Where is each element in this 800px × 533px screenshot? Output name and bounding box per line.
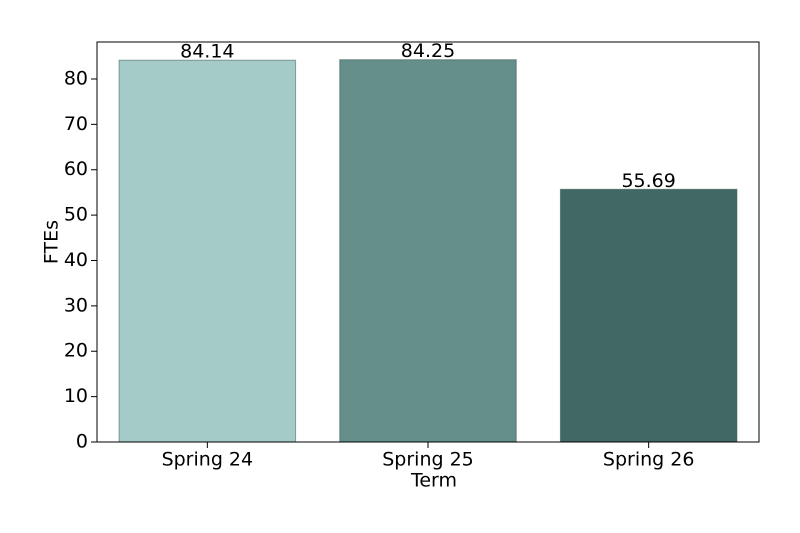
bar [559,188,738,443]
y-tick-label: 80 [64,67,88,89]
bar [339,59,517,443]
y-tick-label: 40 [64,249,88,271]
data-label: 84.25 [401,40,455,62]
y-tick-label: 10 [64,385,88,407]
y-tick-label: 70 [64,113,88,135]
y-axis-label: FTEs [41,220,63,264]
y-tick-label: 60 [64,158,88,180]
plot-frame [96,41,760,443]
y-tick-label: 50 [64,204,88,226]
data-label: 55.69 [621,170,675,192]
x-tick-label: Spring 25 [382,449,474,471]
x-axis-label: Term [410,470,457,492]
y-tick-label: 0 [76,431,88,453]
y-tick-label: 20 [64,340,88,362]
data-label: 84.14 [180,41,234,63]
bar [118,59,297,443]
y-tick-label: 30 [64,294,88,316]
x-tick-label: Spring 26 [603,449,695,471]
x-tick-label: Spring 24 [162,449,254,471]
